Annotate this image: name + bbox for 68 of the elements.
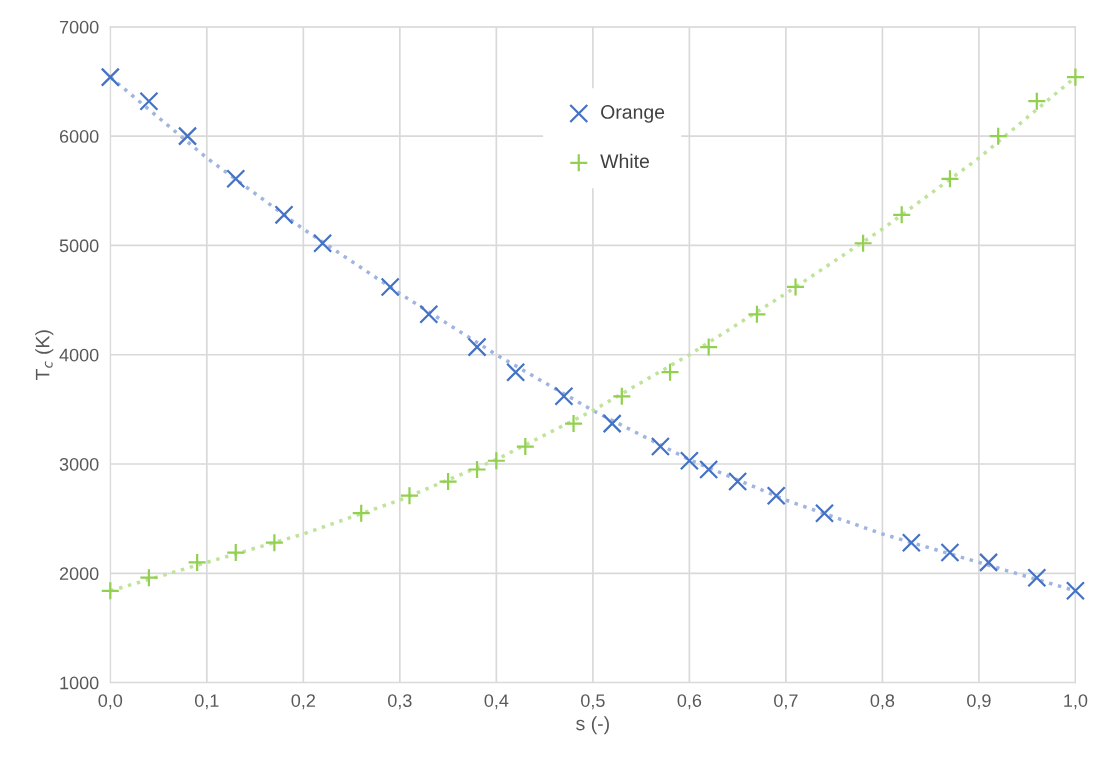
x-tick-label: 0,5 — [581, 694, 605, 710]
point — [419, 304, 439, 324]
point — [100, 581, 120, 601]
x-tick-label: 0,1 — [194, 694, 219, 710]
point — [853, 233, 873, 253]
point — [467, 337, 487, 357]
point — [380, 277, 400, 297]
point — [1065, 581, 1086, 601]
point — [506, 362, 526, 382]
y-tick-label: 4000 — [59, 348, 99, 362]
point — [467, 459, 487, 480]
point — [264, 533, 284, 553]
x-axis-title: s (-) — [576, 716, 609, 735]
point — [699, 459, 719, 480]
point — [486, 451, 506, 471]
point — [650, 436, 671, 457]
point — [554, 386, 574, 406]
point — [515, 436, 535, 457]
point — [940, 169, 960, 189]
y-axis-title: T$_{c}$ (K) — [35, 330, 54, 381]
point — [728, 471, 748, 492]
point — [785, 277, 806, 297]
x-tick-label: 0,7 — [774, 694, 798, 710]
point — [139, 91, 159, 111]
legend-label: White — [600, 153, 649, 169]
legend-label: Orange — [601, 105, 665, 123]
point — [1065, 67, 1086, 87]
point — [699, 337, 719, 357]
x-tick-label: 0,4 — [484, 694, 509, 710]
point — [563, 413, 584, 434]
point — [747, 304, 767, 324]
point — [901, 533, 921, 553]
y-tick-label: 2000 — [59, 567, 99, 581]
point — [988, 126, 1008, 146]
point — [1027, 91, 1047, 111]
x-tick-label: 0,9 — [967, 694, 991, 710]
point — [313, 233, 333, 253]
point — [679, 451, 699, 471]
point — [602, 413, 622, 434]
point — [766, 486, 786, 506]
point — [177, 126, 198, 146]
point — [274, 205, 294, 225]
point — [978, 552, 999, 573]
point — [892, 205, 912, 225]
y-tick-label: 7000 — [59, 20, 99, 34]
point — [226, 542, 246, 563]
x-tick-label: 1,0 — [1064, 694, 1088, 710]
point — [100, 67, 120, 87]
point — [660, 362, 680, 382]
x-tick-label: 0,2 — [291, 694, 315, 710]
point — [399, 486, 420, 506]
point — [226, 169, 246, 189]
x-tick-label: 0,3 — [387, 694, 412, 710]
point — [940, 542, 960, 563]
y-tick-label: 1000 — [60, 676, 99, 690]
point — [612, 386, 632, 406]
y-tick-label: 6000 — [59, 130, 99, 143]
x-tick-label: 0,8 — [870, 694, 895, 710]
point — [814, 503, 835, 523]
point — [1027, 568, 1047, 588]
y-tick-label: 5000 — [59, 239, 99, 253]
x-tick-label: 0,0 — [98, 694, 123, 710]
point — [187, 552, 207, 573]
point — [139, 568, 159, 588]
point — [351, 503, 371, 523]
point — [438, 471, 458, 492]
x-tick-label: 0,6 — [677, 694, 702, 710]
y-tick-label: 3000 — [59, 457, 99, 471]
